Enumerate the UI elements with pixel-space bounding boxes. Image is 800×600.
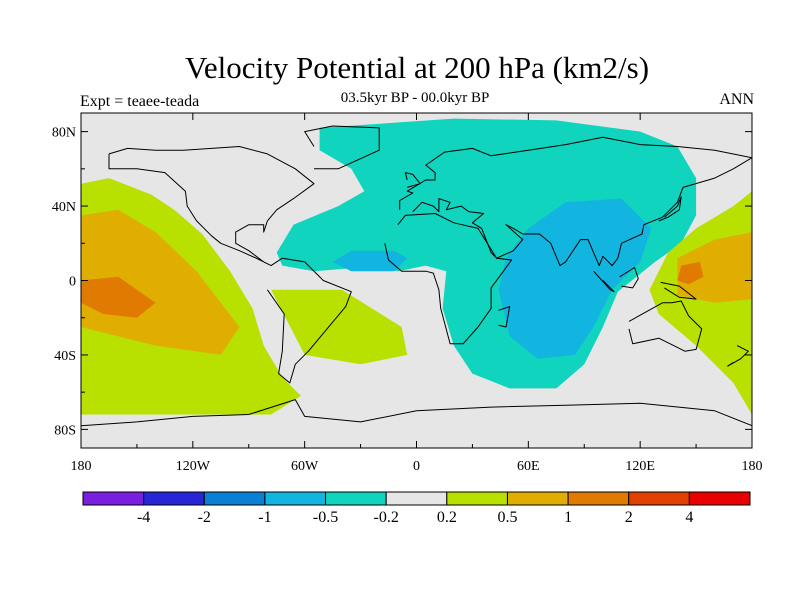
map-fields [81,113,752,448]
lon-tick-label: 180 [71,459,92,474]
colorbar-label: -4 [137,509,150,526]
colorbar-label: 1 [564,509,572,526]
field-south-atlantic-positive [271,289,408,365]
coastline-north-america [108,146,315,267]
colorbar-box [82,491,145,506]
field-pacific-inner-region [81,209,240,355]
field-maritime-continent-core [677,261,704,285]
coastline-britain [404,172,421,188]
coastline-antarctica [81,399,752,427]
lon-tick-label: 0 [413,459,420,474]
lat-tick-label: 40S [54,349,76,364]
colorbar-box [264,491,327,506]
season-label: ANN [719,91,754,108]
coastline-africa [384,213,513,345]
colorbar-box [143,491,205,506]
lon-tick-label: 60E [517,459,540,474]
colorbar-label: 0.2 [437,509,457,526]
lon-tick-label: 60W [291,459,319,474]
colorbar-label: -1 [258,509,271,526]
colorbar-label: 0.5 [497,509,517,526]
lat-tick-label: 0 [69,275,76,290]
field-indian-ocean-core [498,198,652,359]
colorbar-box [567,491,630,506]
lon-tick-label: 120E [625,459,655,474]
lat-tick-label: 80S [54,423,76,438]
lon-tick-label: 180 [742,459,763,474]
field-pacific-core [81,276,156,318]
colorbar-label: 4 [685,509,693,526]
coastline-madagascar [498,306,511,328]
colorbar-box [506,491,569,506]
experiment-label: Expt = teaee-teada [80,93,200,110]
colorbar-box [385,491,448,506]
colorbar-box [325,491,387,506]
coastline-south-america [266,257,352,384]
coastline-japan [658,196,682,222]
coastline-australia [628,300,703,352]
coastline-new-guinea [660,281,697,300]
colorbar-label: -0.2 [374,509,399,526]
lat-tick-label: 80N [52,126,76,141]
colorbar-label: -2 [198,509,211,526]
coastline-eurasia [399,136,752,267]
colorbar-box [446,491,508,506]
colorbar-label: 2 [625,509,633,526]
coastline-greenland [304,125,380,170]
coastline-indonesia-sumatra [593,270,615,293]
field-west-pacific-inner [677,232,752,303]
colorbar-box [688,491,751,506]
field-atlantic-core [332,250,408,272]
coastline-new-zealand [727,345,749,367]
colorbar: -4 -2 -1 -0.5 -0.2 0.2 0.5 1 2 4 [82,491,751,526]
lon-tick-label: 120W [176,459,211,474]
colorbar-label: -0.5 [313,509,338,526]
lat-tick-label: 40N [52,200,76,215]
colorbar-box [628,491,690,506]
plot-subtitle: 03.5kyr BP - 00.0kyr BP [340,90,490,106]
coastline-indonesia-borneo [619,267,639,289]
colorbar-box [203,491,266,506]
map-panel: 80N 40N 0 40S 80S 180 120W 60W 0 60E 120E 180 [52,112,763,474]
plot-title: Velocity Potential at 200 hPa (km2/s) [184,50,650,85]
